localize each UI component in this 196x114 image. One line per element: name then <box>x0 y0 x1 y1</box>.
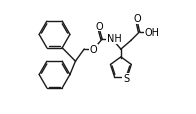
Text: OH: OH <box>145 27 160 37</box>
Text: O: O <box>133 14 141 24</box>
Text: NH: NH <box>107 34 122 44</box>
Text: O: O <box>90 45 97 55</box>
Text: S: S <box>123 73 129 83</box>
Text: O: O <box>95 22 103 31</box>
